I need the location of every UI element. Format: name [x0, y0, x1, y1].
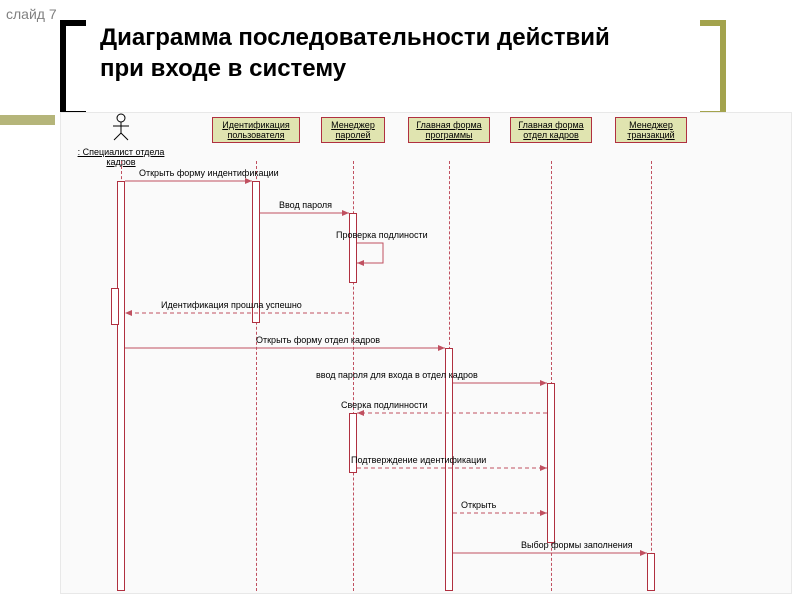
msg-label-7: Подтверждение идентификации — [351, 455, 486, 465]
actor-icon — [111, 113, 131, 141]
msg-label-6: Сверка подлинности — [341, 400, 428, 410]
msg-label-0: Открыть форму индентификации — [139, 168, 279, 178]
activation-txmgr-7 — [647, 553, 655, 591]
msg-label-8: Открыть — [461, 500, 496, 510]
activation-actor-3 — [111, 288, 119, 325]
activation-pwmgr-2 — [349, 213, 357, 283]
lifeline-txmgr: Менеджер транзакций — [615, 117, 687, 143]
lifeline-hr: Главная форма отдел кадров — [510, 117, 592, 143]
side-accent-bar — [0, 115, 55, 125]
activation-hr-5 — [547, 383, 555, 543]
lifeline-line-txmgr — [651, 161, 652, 591]
message-arrows — [61, 113, 791, 593]
sequence-diagram: : Специалист отдела кадров Идентификация … — [60, 112, 792, 594]
msg-label-3: Идентификация прошла успешно — [161, 300, 302, 310]
slide-title: Диаграмма последовательности действий пр… — [60, 22, 720, 84]
msg-label-4: Открыть форму отдел кадров — [256, 335, 380, 345]
lifeline-main: Главная форма программы — [408, 117, 490, 143]
msg-arrow-2 — [357, 243, 383, 263]
actor-specialist: : Специалист отдела кадров — [76, 113, 166, 167]
msg-label-9: Выбор формы заполнения — [521, 540, 633, 550]
slide-number: слайд 7 — [6, 6, 57, 22]
msg-label-5: ввод пароля для входа в отдел кадров — [316, 370, 478, 380]
activation-main-4 — [445, 348, 453, 591]
activation-actor-0 — [117, 181, 125, 591]
title-line-1: Диаграмма последовательности действий — [100, 22, 720, 53]
msg-label-2: Проверка подлиности — [336, 230, 428, 240]
lifeline-pwmgr: Менеджер паролей — [321, 117, 385, 143]
lifeline-ident: Идентификация пользователя — [212, 117, 300, 143]
msg-label-1: Ввод пароля — [279, 200, 332, 210]
title-line-2: при входе в систему — [100, 53, 720, 84]
